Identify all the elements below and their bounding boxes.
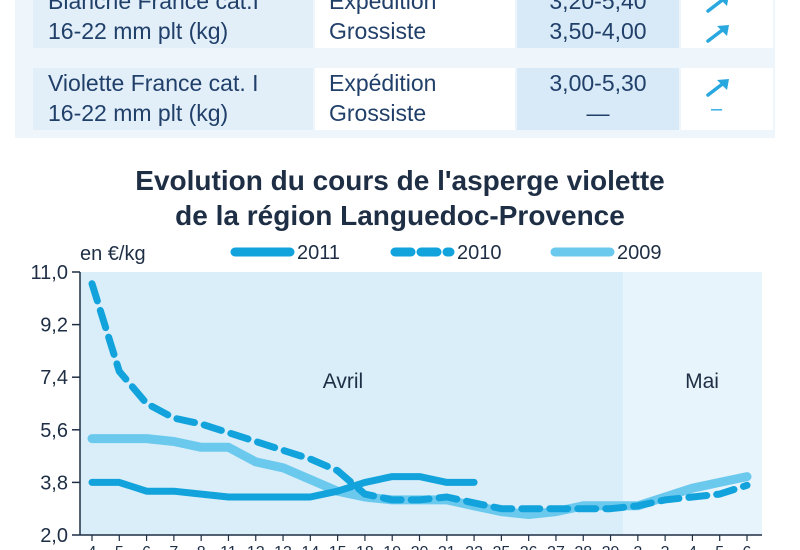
x-tick-label: 4	[688, 544, 697, 550]
y-tick-label: 7,4	[40, 367, 68, 389]
price-row-violette: Violette France cat. I 16-22 mm plt (kg)…	[33, 68, 773, 130]
x-tick-label: 12	[247, 544, 265, 550]
x-tick-label: 5	[115, 544, 124, 550]
legend-label-2011: 2011	[297, 242, 340, 264]
x-tick-label: 21	[438, 544, 456, 550]
stage-cell: Expédition Grossiste	[315, 0, 515, 48]
stage-expedition: Expédition	[329, 70, 437, 96]
stage-expedition: Expédition	[329, 0, 437, 14]
y-tick-label: 11,0	[31, 262, 68, 284]
x-tick-label: 20	[411, 544, 429, 550]
product-cell: Violette France cat. I 16-22 mm plt (kg)	[33, 68, 313, 130]
product-name: Violette France cat. I	[48, 70, 259, 96]
x-tick-label: 3	[661, 544, 670, 550]
x-tick-label: 2	[633, 544, 642, 550]
x-tick-label: 11	[220, 544, 237, 550]
price-cell: 3,00-5,30 —	[517, 68, 679, 130]
month-label-avril: Avril	[323, 370, 363, 393]
series-line-2011	[88, 473, 478, 501]
y-tick-label: 3,8	[40, 472, 68, 494]
legend-label-2010: 2010	[457, 242, 502, 264]
x-tick-label: 15	[329, 544, 347, 550]
month-label-mai: Mai	[685, 370, 719, 393]
x-tick-label: 13	[274, 544, 292, 550]
price-table: Blanche France cat.I 16-22 mm plt (kg) E…	[15, 0, 775, 138]
product-spec: 16-22 mm plt (kg)	[48, 18, 229, 44]
trend-cell	[681, 0, 773, 48]
x-tick-label: 26	[520, 544, 538, 550]
x-tick-label: 8	[197, 544, 206, 550]
trend-up-icon	[706, 79, 729, 97]
x-tick-label: 4	[88, 544, 97, 550]
product-name: Blanche France cat.I	[48, 0, 259, 14]
y-tick-label: 9,2	[40, 315, 68, 337]
y-axis-label: en €/kg	[80, 243, 146, 265]
y-tick-label: 2,0	[40, 525, 68, 547]
y-tick-label: 5,6	[40, 420, 68, 442]
product-cell: Blanche France cat.I 16-22 mm plt (kg)	[33, 0, 313, 48]
x-tick-label: 7	[169, 544, 178, 550]
stage-grossiste: Grossiste	[329, 100, 427, 126]
x-tick-label: 29	[602, 544, 620, 550]
product-spec: 16-22 mm plt (kg)	[48, 100, 229, 126]
price-grossiste: 3,50-4,00	[549, 18, 647, 44]
trend-up-icon	[706, 0, 729, 13]
price-expedition: 3,20-5,40	[549, 0, 647, 14]
chart-subtitle: de la région Languedoc-Provence	[175, 200, 625, 231]
stage-grossiste: Grossiste	[329, 18, 427, 44]
x-tick-label: 14	[301, 544, 319, 550]
price-cell: 3,20-5,40 3,50-4,00	[517, 0, 679, 48]
stage-cell: Expédition Grossiste	[315, 68, 515, 130]
x-tick-label: 28	[574, 544, 592, 550]
x-tick-label: 5	[715, 544, 724, 550]
x-tick-label: 25	[492, 544, 510, 550]
trend-cell: –	[681, 68, 773, 130]
x-tick-label: 27	[547, 544, 565, 550]
x-tick-label: 6	[743, 544, 752, 550]
legend-label-2009: 2009	[617, 242, 662, 264]
series-line-2010	[88, 280, 751, 513]
x-tick-label: 22	[465, 544, 483, 550]
price-grossiste: —	[586, 100, 610, 126]
trend-up-icon	[706, 25, 729, 43]
x-tick-label: 6	[142, 544, 151, 550]
chart-title: Evolution du cours de l'asperge violette	[135, 165, 665, 196]
price-row-blanche: Blanche France cat.I 16-22 mm plt (kg) E…	[33, 0, 773, 48]
x-tick-label: 18	[356, 544, 374, 550]
price-expedition: 3,00-5,30	[549, 70, 647, 96]
price-chart: Evolution du cours de l'asperge violette…	[0, 155, 800, 550]
x-tick-label: 19	[383, 544, 401, 550]
chart-canvas: Avril Mai 11,0 9,2 7,4 5,6 3,8 2,0 en €/kg 4 5 6 7 8 1…	[31, 242, 762, 550]
trend-flat-icon: –	[711, 98, 723, 120]
